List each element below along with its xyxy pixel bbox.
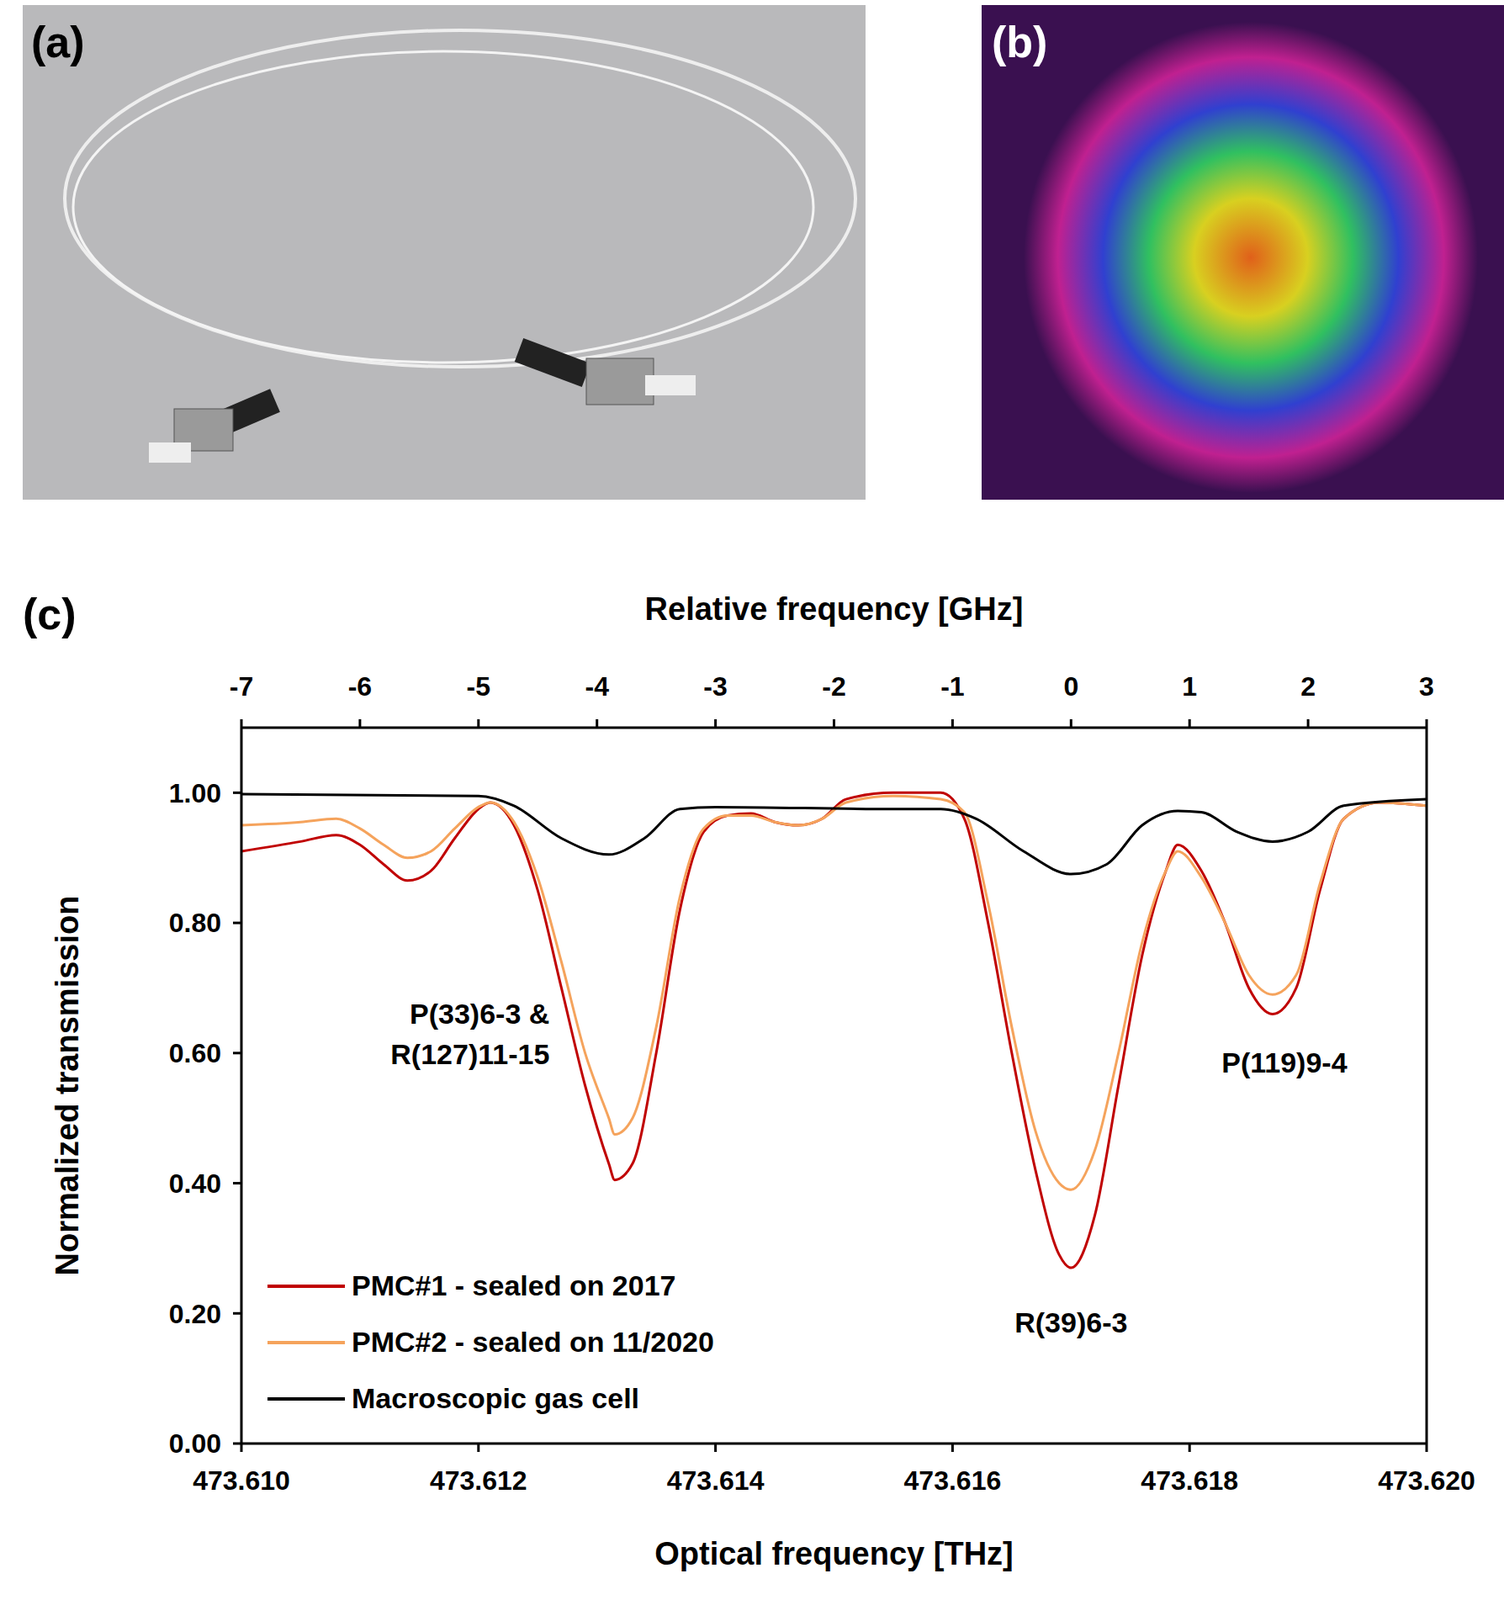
svg-text:0: 0 [1063, 671, 1079, 702]
svg-text:0.20: 0.20 [169, 1298, 222, 1330]
svg-text:473.610: 473.610 [192, 1465, 291, 1496]
svg-text:R(39)6-3: R(39)6-3 [1014, 1306, 1128, 1339]
html-text:PMC#1 - sealed on 2017: PMC#1 - sealed on 2017 [351, 1269, 676, 1302]
svg-text:-5: -5 [466, 671, 491, 702]
svg-text:(b): (b) [991, 17, 1048, 67]
svg-text:3: 3 [1419, 671, 1435, 702]
svg-text:Normalized transmission: Normalized transmission [49, 895, 85, 1277]
svg-text:-7: -7 [229, 671, 254, 702]
svg-text:1.00: 1.00 [169, 778, 222, 809]
html-text:Macroscopic gas cell: Macroscopic gas cell [351, 1382, 640, 1414]
svg-text:0.40: 0.40 [169, 1168, 222, 1199]
svg-text:473.614: 473.614 [667, 1465, 765, 1496]
svg-text:0.60: 0.60 [169, 1037, 222, 1069]
svg-text:-1: -1 [940, 671, 964, 702]
html-text:PMC#2 - sealed on 11/2020: PMC#2 - sealed on 11/2020 [351, 1325, 715, 1358]
svg-text:-4: -4 [584, 671, 610, 702]
svg-text:473.620: 473.620 [1377, 1465, 1476, 1496]
html-text:(c): (c) [22, 589, 77, 639]
svg-text:-6: -6 [348, 671, 372, 702]
svg-text:0.00: 0.00 [169, 1428, 222, 1459]
svg-text:-3: -3 [703, 671, 727, 702]
svg-text:473.616: 473.616 [904, 1465, 1002, 1496]
svg-text:(a): (a) [31, 17, 85, 67]
svg-text:-2: -2 [821, 671, 846, 702]
svg-text:0.80: 0.80 [169, 907, 222, 938]
svg-text:Optical frequency [THz]: Optical frequency [THz] [654, 1535, 1014, 1572]
svg-text:P(33)6-3 &R(127)11-15: P(33)6-3 &R(127)11-15 [390, 997, 550, 1070]
svg-text:2: 2 [1300, 671, 1316, 702]
svg-text:473.618: 473.618 [1140, 1465, 1239, 1496]
svg-text:1: 1 [1181, 671, 1197, 702]
svg-text:473.612: 473.612 [429, 1465, 528, 1496]
svg-text:Relative frequency [GHz]: Relative frequency [GHz] [645, 591, 1024, 627]
svg-text:P(119)9-4: P(119)9-4 [1221, 1046, 1347, 1079]
